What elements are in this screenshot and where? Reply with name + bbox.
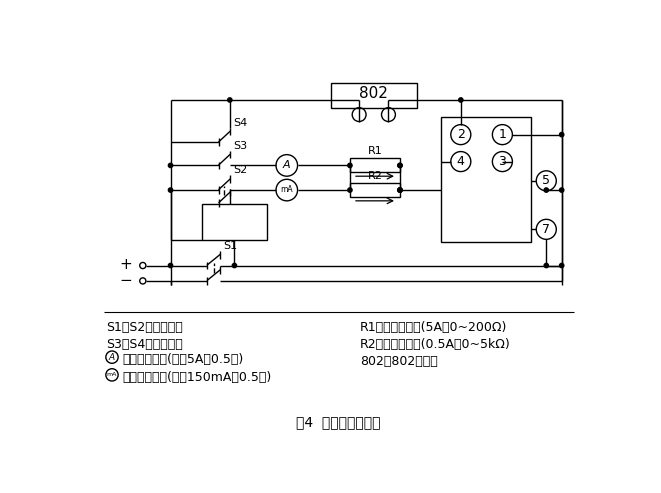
Text: R1、可调电阻器(5A、0~200Ω): R1、可调电阻器(5A、0~200Ω) — [360, 321, 507, 334]
Circle shape — [559, 133, 564, 137]
Text: 4: 4 — [457, 155, 465, 168]
Text: −: − — [119, 273, 132, 287]
Text: A: A — [109, 352, 115, 362]
Text: S4: S4 — [233, 118, 248, 128]
Circle shape — [398, 188, 402, 192]
Circle shape — [348, 163, 352, 168]
Circle shape — [559, 263, 564, 268]
Circle shape — [398, 188, 402, 192]
Circle shape — [169, 163, 173, 168]
Circle shape — [398, 163, 402, 168]
Text: 、直流毫安表(量程150mA、0.5级): 、直流毫安表(量程150mA、0.5级) — [123, 371, 272, 384]
Text: R2: R2 — [368, 171, 383, 181]
Text: A: A — [283, 160, 291, 170]
Text: mA: mA — [280, 185, 293, 194]
Text: 802、802毫秒表: 802、802毫秒表 — [360, 355, 438, 368]
Text: 3: 3 — [498, 155, 506, 168]
Text: R2、可调电阻器(0.5A、0~5kΩ): R2、可调电阻器(0.5A、0~5kΩ) — [360, 338, 511, 351]
Text: S2: S2 — [233, 166, 248, 176]
Circle shape — [559, 188, 564, 192]
Text: 图4  产品检测线路图: 图4 产品检测线路图 — [296, 416, 381, 429]
Circle shape — [169, 188, 173, 192]
Text: mA: mA — [107, 372, 117, 377]
Bar — [350, 183, 400, 197]
Text: S3、S4：单刀开关: S3、S4：单刀开关 — [106, 338, 182, 351]
Bar — [330, 83, 417, 107]
Text: 、直流电流表(量程5A、0.5级): 、直流电流表(量程5A、0.5级) — [123, 353, 244, 366]
Circle shape — [227, 98, 232, 102]
Circle shape — [232, 263, 237, 268]
Text: 7: 7 — [542, 223, 550, 236]
Text: 5: 5 — [542, 175, 550, 187]
Text: S3: S3 — [233, 141, 248, 151]
Circle shape — [169, 263, 173, 268]
Circle shape — [398, 188, 402, 192]
Text: +: + — [119, 257, 132, 272]
Text: 1: 1 — [498, 128, 506, 141]
Bar — [202, 204, 267, 240]
Text: 2: 2 — [457, 128, 465, 141]
Text: R1: R1 — [368, 146, 382, 156]
Text: 802: 802 — [360, 86, 388, 101]
Bar — [441, 117, 531, 243]
Text: S1: S1 — [223, 241, 238, 251]
Bar — [350, 158, 400, 173]
Circle shape — [348, 188, 352, 192]
Circle shape — [544, 263, 549, 268]
Circle shape — [398, 163, 402, 168]
Circle shape — [544, 188, 549, 192]
Circle shape — [459, 98, 463, 102]
Text: S1、S2：双刀开关: S1、S2：双刀开关 — [106, 321, 182, 334]
